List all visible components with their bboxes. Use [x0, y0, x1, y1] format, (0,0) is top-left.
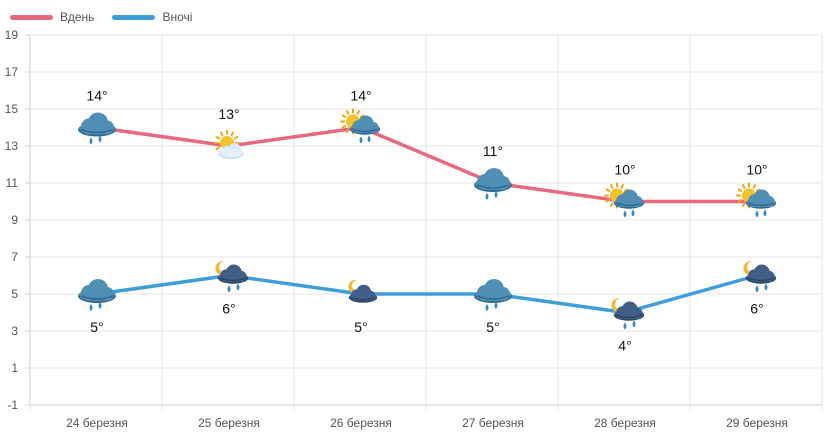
raindrop-shape	[755, 210, 759, 218]
y-tick-label: 5	[11, 287, 18, 301]
cloud-shape	[745, 264, 777, 284]
legend-label-day: Вдень	[60, 10, 95, 24]
sun-cloud-rain-icon	[604, 182, 645, 218]
temperature-label: 4°	[618, 338, 631, 354]
legend-label-night: Вночі	[162, 10, 193, 24]
temperature-label: 5°	[486, 319, 499, 335]
y-tick-label: 3	[11, 324, 18, 338]
legend-swatch-night	[112, 14, 156, 20]
y-tick-label: 17	[5, 65, 19, 79]
x-tick-label: 28 березня	[594, 416, 656, 430]
raindrop-shape	[359, 136, 363, 144]
cloud-shape	[78, 279, 116, 303]
temperature-label: 6°	[750, 301, 763, 317]
raindrop-shape	[236, 283, 240, 291]
y-tick-label: -1	[7, 398, 18, 412]
y-tick-label: 1	[11, 361, 18, 375]
sun-cloud-icon	[214, 130, 244, 160]
y-tick-label: 15	[5, 102, 19, 116]
moon-cloud-rain-icon	[215, 261, 249, 293]
cloud-shape	[78, 112, 116, 137]
cloud-shape	[613, 189, 645, 209]
moon-cloud-rain-icon	[611, 298, 645, 330]
grid	[29, 34, 823, 411]
raindrop-shape	[494, 302, 498, 309]
y-tick-label: 11	[6, 176, 19, 190]
raindrop-shape	[623, 322, 627, 330]
cloud-shape	[474, 168, 512, 192]
y-tick-label: 7	[11, 250, 18, 264]
temperature-label: 11°	[483, 143, 503, 159]
raindrop-shape	[494, 191, 498, 198]
cloud-rain-icon	[474, 168, 512, 200]
cloud-shape	[217, 264, 249, 284]
series-line-night	[95, 273, 759, 315]
cloud-rain-icon	[474, 279, 512, 311]
legend-swatch-day	[10, 14, 53, 20]
cloud-rain-icon	[78, 279, 116, 311]
axes: 19 17 15 13 11 9 7 5 3 1 -1 24 березня 25 березня 26 …	[5, 28, 822, 430]
raindrop-shape	[98, 135, 102, 143]
temperature-label: 10°	[746, 162, 767, 178]
temperature-label: 6°	[222, 301, 235, 317]
moon-cloud-rain-icon	[743, 261, 777, 293]
cloud-shape	[349, 115, 381, 135]
moon-shape	[743, 261, 757, 276]
raindrop-shape	[89, 137, 93, 145]
weather-icons	[78, 108, 777, 330]
sun-cloud-rain-icon	[736, 182, 777, 218]
raindrop-shape	[485, 193, 489, 200]
raindrop-shape	[98, 302, 102, 309]
y-tick-label: 19	[5, 28, 19, 42]
raindrop-shape	[764, 283, 768, 291]
sun-cloud-rain-icon	[340, 108, 381, 144]
moon-shape	[215, 261, 229, 276]
temperature-labels: 14° 13° 14° 11° 10° 10° 5° 6° 5° 5° 4° 6°	[86, 88, 767, 354]
temperature-label: 5°	[90, 319, 103, 335]
temperature-label: 5°	[354, 319, 367, 335]
x-tick-label: 26 березня	[330, 416, 392, 430]
raindrop-shape	[623, 210, 627, 218]
raindrop-shape	[632, 320, 636, 328]
temperature-label: 13°	[218, 106, 239, 122]
moon-shape	[348, 279, 362, 294]
moon-cloud-icon	[348, 279, 378, 303]
legend: Вдень Вночі	[10, 8, 192, 26]
y-tick-label: 9	[11, 213, 18, 227]
raindrop-shape	[89, 304, 93, 311]
raindrop-shape	[755, 285, 759, 293]
raindrop-shape	[227, 285, 231, 293]
temperature-label: 14°	[86, 88, 107, 104]
cloud-shape	[613, 301, 645, 321]
legend-item-night[interactable]: Вночі	[112, 10, 192, 24]
x-tick-label: 25 березня	[198, 416, 260, 430]
y-tick-label: 13	[5, 139, 19, 153]
legend-item-day[interactable]: Вдень	[10, 10, 94, 24]
x-tick-label: 27 березня	[462, 416, 524, 430]
temperature-label: 14°	[350, 88, 371, 104]
raindrop-shape	[367, 135, 371, 143]
cloud-shape	[745, 189, 777, 209]
cloud-shape	[348, 284, 378, 303]
x-tick-label: 24 березня	[66, 416, 128, 430]
raindrop-shape	[763, 209, 767, 217]
cloud-shape	[474, 279, 512, 303]
moon-shape	[611, 298, 625, 313]
series-line-day	[95, 125, 759, 204]
cloud-rain-icon	[78, 112, 116, 145]
x-tick-label: 29 березня	[726, 416, 788, 430]
raindrop-shape	[631, 209, 635, 217]
light-cloud-shape	[218, 143, 244, 160]
raindrop-shape	[485, 304, 489, 311]
temperature-label: 10°	[614, 162, 635, 178]
